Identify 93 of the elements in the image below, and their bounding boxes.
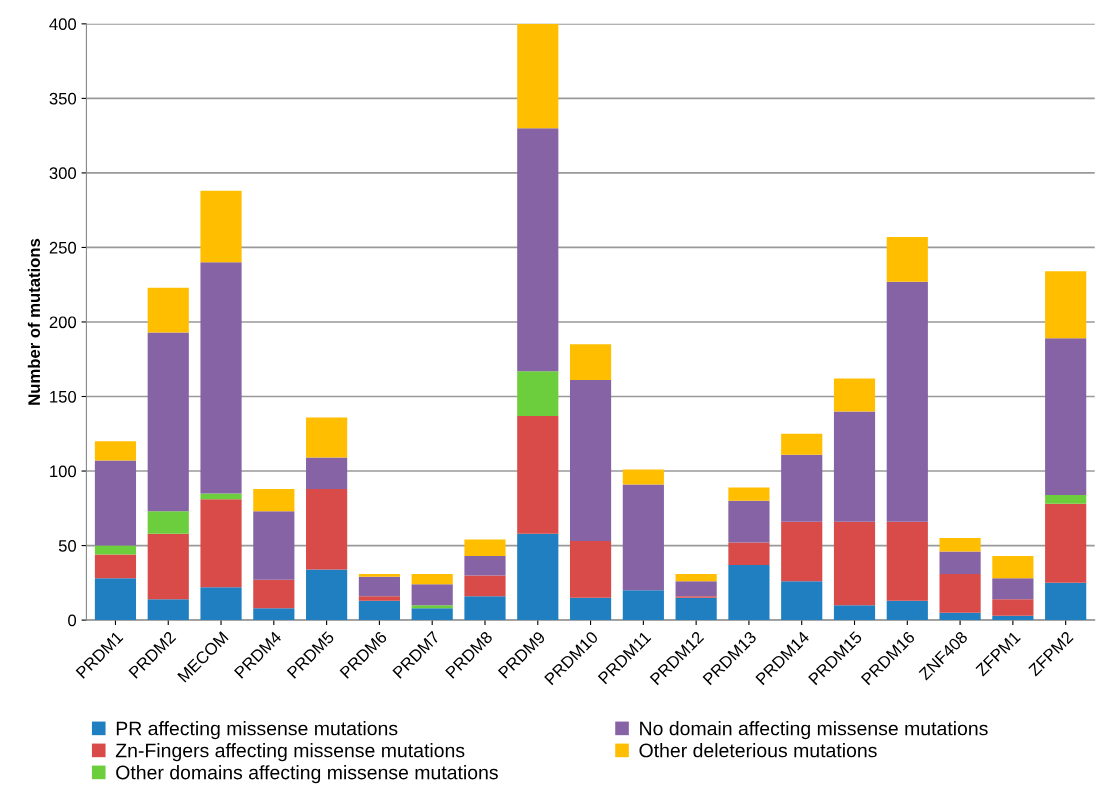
- legend-label: Zn-Fingers affecting missense mutations: [115, 743, 465, 762]
- bar: [833, 411, 876, 522]
- y-tick-label: 150: [50, 390, 77, 403]
- y-tick-label: 250: [49, 241, 77, 254]
- bar: [569, 380, 612, 542]
- bar: [411, 605, 453, 609]
- bar: [200, 190, 242, 263]
- bar: [464, 556, 506, 576]
- bar: [886, 521, 928, 601]
- bar: [358, 596, 400, 601]
- bar: [886, 237, 928, 282]
- bar: [147, 287, 189, 333]
- y-tick-label: 0: [68, 614, 77, 627]
- bar: [94, 578, 137, 621]
- bar: [939, 538, 981, 552]
- bar: [358, 600, 400, 621]
- bar: [992, 556, 1034, 579]
- bar: [939, 551, 981, 574]
- bar: [728, 500, 770, 543]
- bar: [517, 371, 559, 416]
- bar: [306, 569, 348, 621]
- bar: [992, 599, 1034, 616]
- bar: [781, 454, 823, 522]
- bar: [411, 573, 453, 585]
- bar: [94, 545, 137, 555]
- bar: [253, 488, 295, 512]
- bar: [1045, 503, 1087, 583]
- legend-label: No domain affecting missense mutations: [640, 721, 988, 740]
- bar: [675, 597, 717, 621]
- bar: [569, 597, 612, 621]
- bar: [306, 488, 348, 570]
- bar: [728, 542, 770, 565]
- bar: [886, 600, 928, 621]
- bar: [781, 581, 823, 621]
- bar: [358, 573, 400, 577]
- bar: [358, 576, 400, 597]
- bar: [147, 332, 189, 512]
- bar: [464, 539, 506, 556]
- bar: [411, 584, 453, 606]
- bar: [94, 460, 137, 546]
- bar: [781, 433, 823, 455]
- bar: [464, 596, 506, 621]
- bar: [675, 581, 717, 597]
- y-axis-title: Number of mutations: [27, 238, 41, 405]
- bar: [1045, 271, 1087, 339]
- bar: [200, 499, 242, 588]
- bar: [781, 521, 823, 582]
- bar: [147, 533, 189, 600]
- y-tick-label: 200: [49, 316, 77, 329]
- bar: [94, 441, 137, 461]
- bar: [147, 511, 189, 534]
- bar: [147, 599, 189, 621]
- bar: [939, 612, 981, 621]
- bar: [94, 554, 137, 579]
- bar: [200, 493, 242, 500]
- bar: [569, 344, 612, 381]
- bar: [833, 521, 876, 606]
- bar: [306, 417, 348, 458]
- bar: [517, 415, 559, 534]
- bar: [833, 378, 876, 412]
- bar: [675, 573, 717, 582]
- y-tick-label: 100: [50, 465, 77, 478]
- bar: [1045, 494, 1087, 504]
- bar: [622, 484, 664, 591]
- bar: [253, 608, 295, 621]
- bar: [464, 575, 506, 597]
- bar: [411, 608, 453, 621]
- y-tick-label: 400: [49, 18, 77, 31]
- legend-label: Other deleterious mutations: [639, 743, 877, 758]
- bar: [517, 23, 559, 129]
- bar: [622, 590, 664, 621]
- y-tick-label: 350: [49, 92, 77, 105]
- legend-label: PR affecting missense mutations: [116, 721, 398, 740]
- legend-label: Other domains affecting missense mutations: [116, 765, 498, 784]
- bar: [622, 469, 664, 485]
- bar: [253, 511, 295, 580]
- bar: [939, 573, 981, 613]
- bar: [200, 587, 242, 621]
- bar: [517, 533, 559, 621]
- y-tick-label: 300: [49, 167, 77, 180]
- y-tick-label: 50: [58, 539, 77, 552]
- bar: [833, 605, 876, 621]
- bar: [200, 262, 242, 494]
- bar: [886, 281, 928, 522]
- bar: [728, 564, 770, 621]
- bar: [517, 128, 559, 372]
- bar: [1045, 338, 1087, 495]
- bar: [1045, 582, 1087, 621]
- bar: [253, 579, 295, 609]
- bar: [306, 457, 348, 489]
- bar: [992, 578, 1034, 600]
- bar: [569, 541, 612, 598]
- bar: [728, 487, 770, 501]
